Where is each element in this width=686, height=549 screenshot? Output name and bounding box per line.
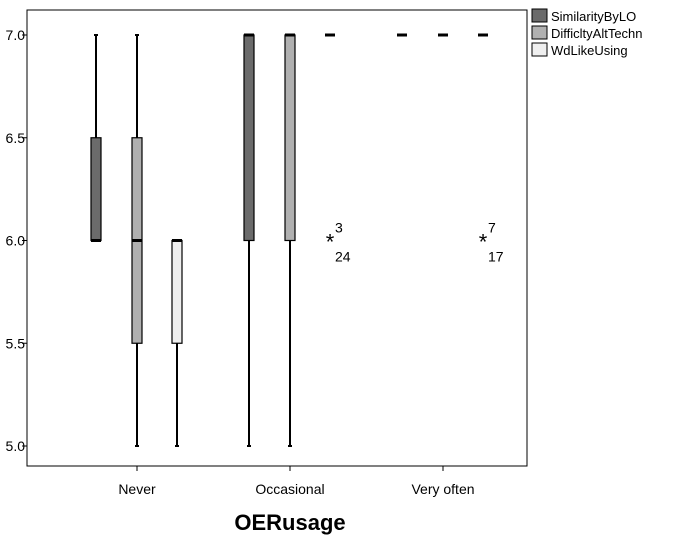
legend-swatch [531,42,548,57]
x-tick-label: Occasional [255,481,324,497]
y-axis: 5.0 5.5 6.0 6.5 7.0 [6,27,27,454]
legend-label: DifficltyAltTechn [551,26,643,41]
x-tick-label: Never [118,481,156,497]
x-axis: Never Occasional Very often [118,466,475,497]
y-tick-label: 6.5 [6,130,26,146]
outlier: *7 17 [479,220,504,265]
box-SimilarityByLO [243,33,255,447]
box-body [171,239,183,344]
plot-frame [26,9,528,467]
y-tick-label: 7.0 [6,27,26,43]
y-tick-label: 5.0 [6,438,26,454]
legend-swatch [531,8,548,23]
box-WdLikeUsing [171,239,183,447]
y-tick-label: 6.0 [6,233,26,249]
box-DifficltyAltTechn [284,33,296,447]
outlier-label: 17 [488,249,504,265]
outlier-group: *324*717 [326,220,504,265]
outlier-label: 3 [335,220,343,236]
legend-item: SimilarityByLO [531,8,636,24]
x-axis-title: OERusage [234,510,345,535]
y-tick-label: 5.5 [6,335,26,351]
box-DifficltyAltTechn [131,34,143,447]
outlier-label: 7 [488,220,496,236]
legend: SimilarityByLO DifficltyAltTechn WdLikeUsi… [531,8,643,58]
legend-swatch [531,25,548,40]
box-body [284,34,296,242]
outlier-label: 24 [335,249,351,265]
legend-item: WdLikeUsing [531,42,628,58]
box-body [90,137,102,242]
outlier-marker: * [479,230,488,255]
outlier-marker: * [326,230,335,255]
x-tick-label: Very often [411,481,474,497]
box-body [243,34,255,242]
legend-label: WdLikeUsing [551,43,628,58]
outlier: *3 24 [326,220,351,265]
legend-item: DifficltyAltTechn [531,25,643,41]
legend-label: SimilarityByLO [551,9,636,24]
box-group [90,33,488,447]
box-SimilarityByLO [90,34,102,242]
